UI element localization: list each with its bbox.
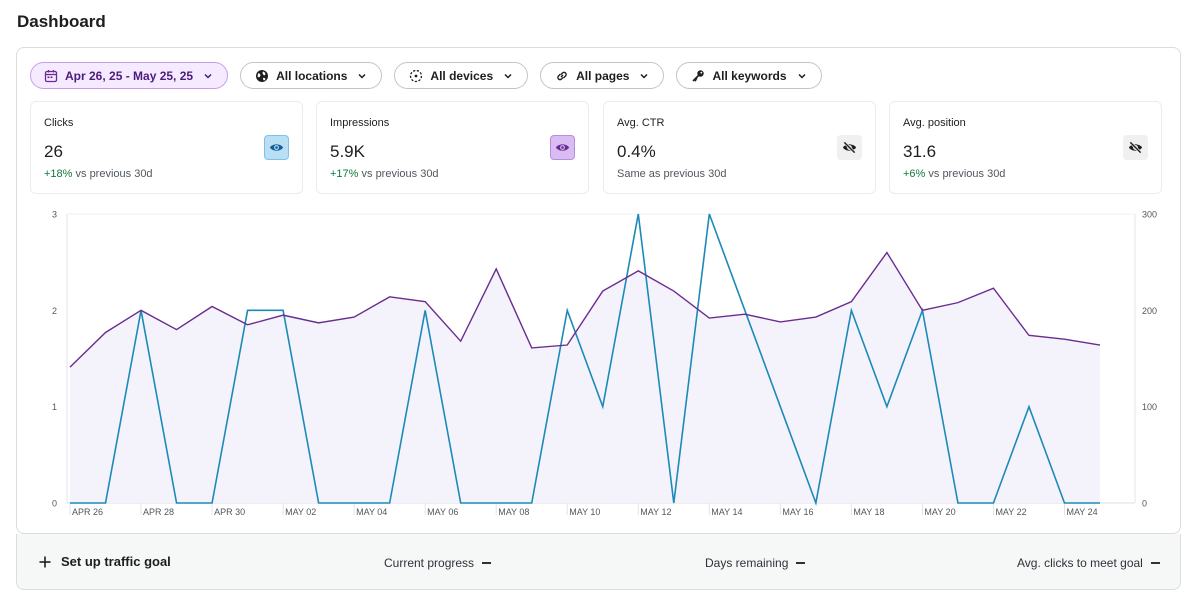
stat-label: Impressions	[330, 117, 390, 129]
stat-comparison: +17% vs previous 30d	[330, 168, 439, 180]
x-tick-label: MAY 16	[782, 507, 813, 517]
x-tick-label: APR 30	[214, 507, 245, 517]
devices-filter[interactable]: All devices	[394, 62, 529, 89]
stat-card-ctr: Avg. CTR 0.4% Same as previous 30d	[603, 101, 876, 194]
current-progress-label: Current progress	[384, 556, 475, 570]
chevron-down-icon	[640, 73, 649, 79]
stat-comparison: Same as previous 30d	[617, 168, 726, 180]
calendar-icon	[44, 69, 58, 82]
chevron-down-icon	[358, 73, 366, 79]
page-title: Dashboard	[17, 12, 106, 31]
stat-label: Clicks	[44, 117, 74, 129]
dash-icon	[1150, 562, 1160, 564]
stat-comparison-text: vs previous 30d	[358, 168, 439, 180]
stat-card-position: Avg. position 31.6 +6% vs previous 30d	[889, 101, 1162, 194]
dash-icon	[796, 562, 806, 564]
stat-comparison-text: vs previous 30d	[925, 168, 1006, 180]
days-remaining: Days remaining	[705, 556, 806, 570]
stat-card-impressions: Impressions 5.9K +17% vs previous 30d	[316, 101, 589, 194]
stat-value: 26	[44, 142, 63, 161]
stat-value: 0.4%	[617, 142, 656, 161]
date-range-filter[interactable]: Apr 26, 25 - May 25, 25	[30, 62, 229, 89]
x-tick-label: MAY 04	[356, 507, 387, 517]
chevron-down-icon	[797, 73, 806, 79]
setup-traffic-goal-label: Set up traffic goal	[61, 554, 171, 569]
date-range-label: Apr 26, 25 - May 25, 25	[65, 68, 194, 83]
traffic-chart: 0 1 2 3 0 100 200 300 APR 26 APR 28 APR 30 MAY 02 MA…	[52, 210, 1157, 518]
y-right-tick-label: 300	[1142, 210, 1157, 220]
eye-icon	[269, 144, 284, 151]
setup-traffic-goal-button[interactable]: Set up traffic goal	[38, 554, 171, 569]
traffic-goal-bar: Set up traffic goal Current progress Day…	[16, 534, 1181, 590]
toggle-impressions-series[interactable]	[550, 135, 575, 160]
stat-value: 31.6	[903, 142, 937, 161]
y-right-tick-label: 0	[1142, 499, 1147, 509]
x-tick-label: MAY 06	[427, 507, 458, 517]
eye-icon	[555, 144, 570, 151]
impressions-area	[70, 252, 1100, 503]
stat-delta: +17%	[330, 168, 359, 180]
impressions-series-line	[69, 251, 1101, 368]
stat-delta: +6%	[903, 168, 926, 180]
stat-comparison-text: Same as previous 30d	[617, 168, 727, 180]
x-tick-label: MAY 08	[498, 507, 529, 517]
pages-filter[interactable]: All pages	[540, 62, 665, 89]
y-right-tick-label: 200	[1142, 306, 1157, 316]
y-left-tick-label: 0	[52, 499, 57, 509]
clicks-series-line	[70, 213, 1100, 507]
locations-filter[interactable]: All locations	[240, 62, 383, 89]
chevron-down-icon	[204, 73, 212, 79]
stat-value: 5.9K	[330, 142, 365, 161]
x-tick-label: MAY 18	[853, 507, 884, 517]
globe-icon	[256, 69, 269, 82]
y-left-tick-label: 3	[52, 210, 57, 220]
pages-label: All pages	[576, 68, 630, 83]
x-tick-label: MAY 12	[640, 507, 671, 517]
keywords-label: All keywords	[712, 68, 787, 83]
y-left-tick-label: 2	[52, 306, 57, 316]
chevron-down-icon	[504, 73, 512, 79]
days-remaining-label: Days remaining	[705, 556, 789, 570]
stat-comparison: +6% vs previous 30d	[903, 168, 1005, 180]
toggle-position-series[interactable]	[1123, 135, 1148, 160]
dashboard-card: Apr 26, 25 - May 25, 25 All locations Al…	[16, 47, 1181, 534]
keywords-filter[interactable]: All keywords	[676, 62, 822, 89]
x-tick-label: MAY 10	[569, 507, 600, 517]
stat-delta: +18%	[44, 168, 73, 180]
eye-off-icon	[842, 141, 857, 154]
dash-icon	[482, 562, 492, 564]
devices-label: All devices	[430, 68, 494, 83]
stat-label: Avg. CTR	[617, 117, 665, 129]
key-icon	[692, 69, 705, 82]
filter-bar: Apr 26, 25 - May 25, 25 All locations Al…	[30, 62, 822, 89]
eye-off-icon	[1128, 141, 1143, 154]
stat-comparison-text: vs previous 30d	[72, 168, 153, 180]
x-tick-label: APR 26	[72, 507, 103, 517]
locations-label: All locations	[276, 68, 348, 83]
toggle-clicks-series[interactable]	[264, 135, 289, 160]
y-right-tick-label: 100	[1142, 402, 1157, 412]
toggle-ctr-series[interactable]	[837, 135, 862, 160]
x-tick-label: MAY 14	[711, 507, 742, 517]
x-tick-label: MAY 24	[1066, 507, 1097, 517]
stat-card-clicks: Clicks 26 +18% vs previous 30d	[30, 101, 303, 194]
x-tick-label: MAY 20	[924, 507, 955, 517]
x-tick-label: MAY 22	[995, 507, 1026, 517]
avg-clicks-to-goal: Avg. clicks to meet goal	[1017, 556, 1160, 570]
x-tick-label: APR 28	[143, 507, 174, 517]
stat-comparison: +18% vs previous 30d	[44, 168, 153, 180]
avg-clicks-label: Avg. clicks to meet goal	[1017, 556, 1143, 570]
plus-icon	[39, 556, 51, 567]
stat-label: Avg. position	[903, 117, 966, 129]
devices-icon	[410, 69, 423, 82]
link-icon	[557, 71, 567, 80]
x-tick-label: MAY 02	[285, 507, 316, 517]
current-progress: Current progress	[384, 556, 492, 570]
y-left-tick-label: 1	[52, 402, 57, 412]
